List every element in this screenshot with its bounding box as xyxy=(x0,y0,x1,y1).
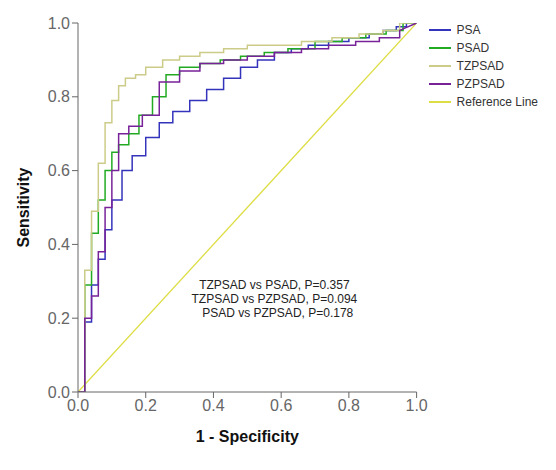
svg-text:0.2: 0.2 xyxy=(48,310,70,327)
svg-text:Sensitivity: Sensitivity xyxy=(15,167,32,247)
svg-text:0.6: 0.6 xyxy=(270,397,292,414)
svg-text:1 - Specificity: 1 - Specificity xyxy=(196,428,299,445)
svg-text:0.0: 0.0 xyxy=(48,384,70,401)
svg-text:0.8: 0.8 xyxy=(338,397,360,414)
svg-text:0.2: 0.2 xyxy=(135,397,157,414)
svg-text:1.0: 1.0 xyxy=(48,15,70,32)
svg-text:0.4: 0.4 xyxy=(48,236,70,253)
svg-text:TZPSAD vs PSAD, P=0.357TZPSAD: TZPSAD vs PSAD, P=0.357TZPSAD vs PZPSAD,… xyxy=(192,278,358,320)
html-text:PSA: PSA xyxy=(456,23,481,37)
html-text:TZPSAD: TZPSAD xyxy=(456,59,504,73)
html-text:Reference Line: Reference Line xyxy=(456,95,538,109)
html-text:PSAD: PSAD xyxy=(456,41,490,55)
svg-text:0.4: 0.4 xyxy=(202,397,224,414)
svg-text:1.0: 1.0 xyxy=(405,397,427,414)
html-text:PZPSAD: PZPSAD xyxy=(456,77,505,91)
svg-text:0.6: 0.6 xyxy=(48,162,70,179)
svg-text:0.0: 0.0 xyxy=(67,397,89,414)
svg-text:0.8: 0.8 xyxy=(48,88,70,105)
